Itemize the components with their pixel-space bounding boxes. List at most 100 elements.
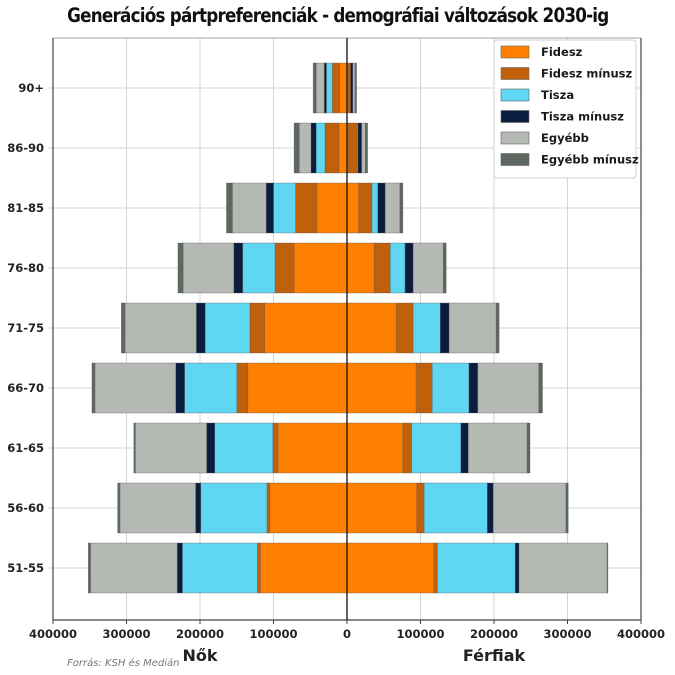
bar-male-egyébb-56-60: [492, 482, 567, 534]
source-note: Forrás: KSH és Medián: [67, 657, 180, 669]
x-tick-label: 300000: [102, 627, 150, 641]
bar-female-egyébb-mínusz-86-90: [293, 122, 300, 174]
y-tick-label: 86-90: [7, 141, 44, 155]
legend-label: Fidesz: [541, 45, 583, 59]
bar-female-tisza-mínusz-66-70: [175, 362, 185, 414]
y-tick-label: 51-55: [7, 561, 44, 575]
x-tick-label: 200000: [470, 627, 518, 641]
legend-label: Fidesz mínusz: [541, 67, 633, 81]
bar-male-tisza-mínusz-90+: [350, 62, 354, 114]
bar-male-fidesz-76-80: [346, 242, 375, 294]
bar-female-tisza-90+: [326, 62, 333, 114]
bar-male-fidesz-56-60: [346, 482, 418, 534]
bar-male-tisza-51-55: [437, 542, 516, 594]
x-tick-label: 400000: [617, 627, 665, 641]
y-tick-label: 76-80: [7, 261, 44, 275]
bar-female-egyébb-mínusz-66-70: [91, 362, 96, 414]
bar-female-egyébb-51-55: [90, 542, 178, 594]
bar-female-tisza-86-90: [315, 122, 326, 174]
bar-female-egyébb-mínusz-51-55: [87, 542, 91, 594]
bar-female-tisza-mínusz-61-65: [206, 422, 216, 474]
bar-female-egyébb-90+: [315, 62, 325, 114]
bar-male-fidesz-61-65: [346, 422, 404, 474]
axes: [52, 37, 642, 624]
y-tick-label: 90+: [18, 81, 44, 95]
bar-female-fidesz-76-80: [293, 242, 348, 294]
bar-female-tisza-mínusz-51-55: [176, 542, 183, 594]
bar-male-tisza-mínusz-81-85: [377, 182, 386, 234]
bar-male-tisza-mínusz-86-90: [357, 122, 362, 174]
bar-female-tisza-mínusz-81-85: [265, 182, 274, 234]
bar-female-fidesz-mínusz-61-65: [272, 422, 279, 474]
bar-male-fidesz-mínusz-51-55: [433, 542, 438, 594]
bar-female-tisza-61-65: [214, 422, 274, 474]
y-tick-label: 66-70: [7, 381, 44, 395]
bar-female-egyébb-86-90: [298, 122, 312, 174]
bar-female-fidesz-mínusz-66-70: [236, 362, 249, 414]
x-label-right: Férfiak: [463, 646, 526, 665]
bar-male-tisza-mínusz-66-70: [468, 362, 479, 414]
bar-female-tisza-51-55: [182, 542, 258, 594]
legend-label: Egyébb mínusz: [541, 153, 639, 167]
x-tick-label: 200000: [176, 627, 224, 641]
x-tick-label: 300000: [543, 627, 591, 641]
bar-female-egyébb-mínusz-71-75: [121, 302, 126, 354]
bar-male-tisza-mínusz-61-65: [460, 422, 469, 474]
bar-male-fidesz-mínusz-81-85: [358, 182, 373, 234]
bar-female-tisza-mínusz-56-60: [195, 482, 202, 534]
bar-male-egyébb-mínusz-66-70: [538, 362, 543, 414]
bar-male-fidesz-mínusz-86-90: [348, 122, 358, 174]
chart-title: Generációs pártpreferenciák - demográfia…: [67, 4, 609, 27]
bar-male-egyébb-mínusz-86-90: [365, 122, 368, 174]
bar-male-egyébb-76-80: [412, 242, 444, 294]
bar-female-tisza-mínusz-71-75: [196, 302, 206, 354]
bar-male-tisza-61-65: [411, 422, 462, 474]
bar-male-egyébb-81-85: [384, 182, 401, 234]
bar-female-egyébb-61-65: [135, 422, 207, 474]
bar-female-tisza-71-75: [204, 302, 251, 354]
bar-female-egyébb-mínusz-90+: [312, 62, 317, 114]
legend-swatch-egyébb-mínusz: [500, 153, 530, 166]
bar-female-fidesz-86-90: [338, 122, 348, 174]
x-tick-label: 100000: [249, 627, 297, 641]
bar-male-tisza-71-75: [412, 302, 441, 354]
legend-label: Egyébb: [541, 131, 589, 145]
bar-female-egyébb-56-60: [119, 482, 196, 534]
bar-female-egyébb-mínusz-81-85: [226, 182, 233, 234]
bar-female-egyébb-mínusz-56-60: [117, 482, 121, 534]
legend-swatch-tisza-mínusz: [500, 110, 530, 123]
bar-male-fidesz-81-85: [346, 182, 360, 234]
bar-male-egyébb-71-75: [448, 302, 497, 354]
bar-female-fidesz-mínusz-56-60: [266, 482, 271, 534]
bar-female-tisza-81-85: [273, 182, 296, 234]
bar-male-tisza-66-70: [431, 362, 470, 414]
bar-male-tisza-mínusz-56-60: [487, 482, 494, 534]
legend-label: Tisza mínusz: [541, 110, 624, 124]
bar-male-egyébb-mínusz-90+: [354, 62, 357, 114]
bar-female-fidesz-mínusz-81-85: [295, 182, 318, 234]
bar-female-tisza-mínusz-76-80: [233, 242, 243, 294]
bar-female-fidesz-71-75: [264, 302, 348, 354]
bar-male-fidesz-mínusz-76-80: [373, 242, 391, 294]
bar-male-fidesz-51-55: [346, 542, 435, 594]
bar-male-fidesz-mínusz-71-75: [395, 302, 414, 354]
bar-female-fidesz-mínusz-76-80: [274, 242, 295, 294]
legend-label: Tisza: [541, 88, 574, 102]
bars: [87, 62, 609, 594]
bar-male-fidesz-mínusz-61-65: [402, 422, 412, 474]
bar-male-fidesz-mínusz-56-60: [416, 482, 425, 534]
bar-male-egyébb-66-70: [477, 362, 540, 414]
bar-male-tisza-81-85: [371, 182, 379, 234]
bar-male-fidesz-mínusz-90+: [348, 62, 351, 114]
bar-female-fidesz-mínusz-90+: [331, 62, 340, 114]
bar-female-tisza-mínusz-90+: [323, 62, 327, 114]
bar-female-fidesz-56-60: [269, 482, 348, 534]
bar-female-tisza-56-60: [200, 482, 268, 534]
x-tick-label: 100000: [396, 627, 444, 641]
bar-male-tisza-mínusz-71-75: [440, 302, 450, 354]
bar-female-egyébb-mínusz-76-80: [177, 242, 184, 294]
bar-female-fidesz-90+: [339, 62, 348, 114]
bar-male-egyébb-86-90: [361, 122, 366, 174]
bar-male-egyébb-mínusz-71-75: [495, 302, 500, 354]
